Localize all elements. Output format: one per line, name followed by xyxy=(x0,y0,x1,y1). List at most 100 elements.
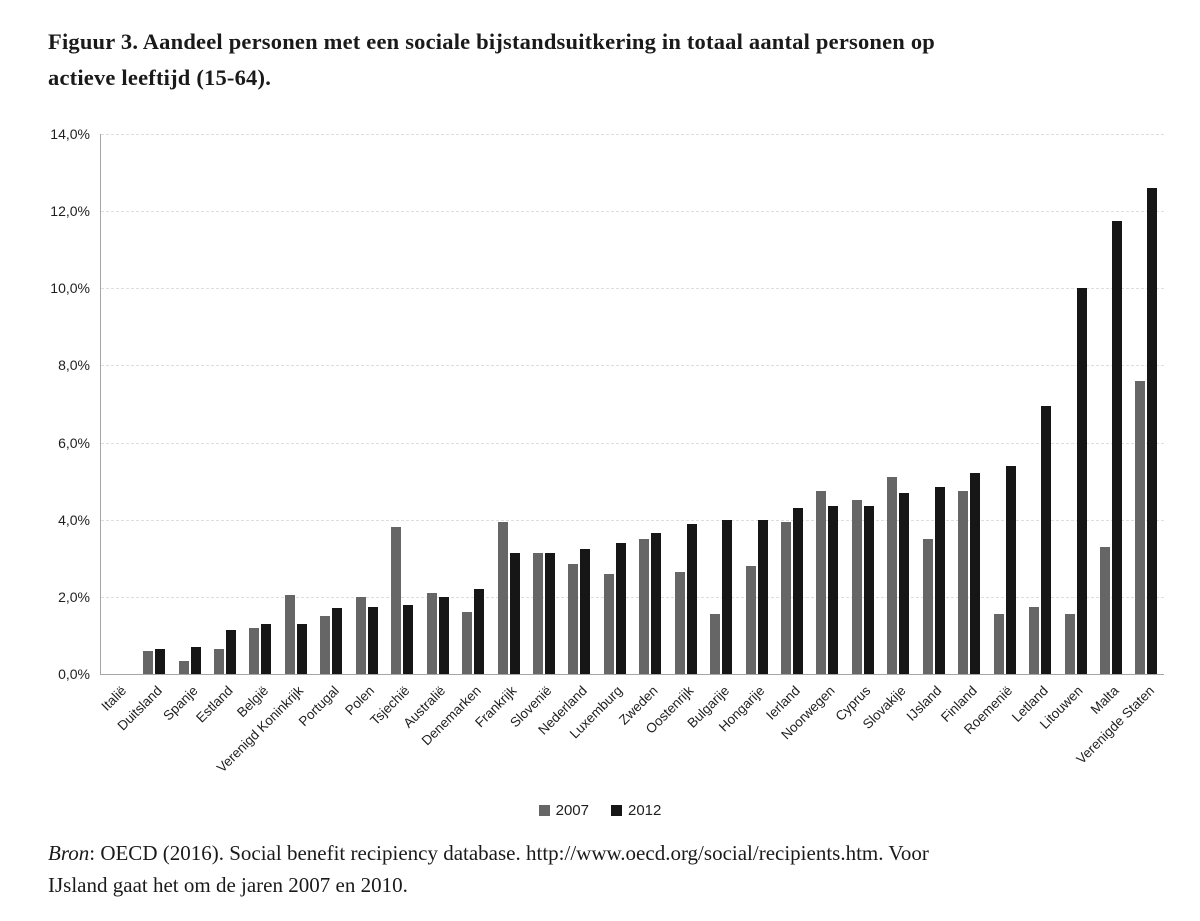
bar-group-6: Verenigd Koninkrijk xyxy=(214,134,313,775)
bar-2007 xyxy=(781,521,792,674)
legend-swatch-icon xyxy=(538,805,550,816)
bar-2012 xyxy=(509,552,520,674)
bar-2012 xyxy=(155,648,166,674)
bar-2007 xyxy=(532,552,543,674)
bar-2012 xyxy=(722,519,733,674)
bar-group-11: Denemarken xyxy=(418,134,490,748)
bar-2007 xyxy=(143,650,154,674)
figure-title: Figuur 3. Aandeel personen met een socia… xyxy=(48,24,1183,96)
bar-2012 xyxy=(544,552,555,674)
bar-group-10: Australië xyxy=(401,134,455,731)
bar-2007 xyxy=(284,594,295,674)
bar-group-16: Zweden xyxy=(616,134,668,728)
bar-2012 xyxy=(899,492,910,674)
legend: 2007 2012 xyxy=(0,802,1200,819)
bar-2007 xyxy=(1135,380,1146,674)
bar-2007 xyxy=(993,614,1004,674)
bar-2007 xyxy=(922,539,933,674)
x-axis-category-label: Spanje xyxy=(159,683,201,724)
bar-group-14: Nederland xyxy=(535,134,597,738)
bar-2012 xyxy=(226,629,237,674)
figure-title-line1: Figuur 3. Aandeel personen met een socia… xyxy=(48,29,936,54)
bar-group-28: Litouwen xyxy=(1037,134,1093,732)
source-bron-label: Bron xyxy=(48,841,90,865)
bar-2007 xyxy=(1064,614,1075,674)
bar-2012 xyxy=(615,542,626,674)
bar-group-2: Duitsland xyxy=(114,134,171,733)
bar-2007 xyxy=(178,660,189,674)
bar-2012 xyxy=(296,623,307,674)
bar-group-9: Tsjechië xyxy=(368,134,420,728)
bar-2007 xyxy=(391,527,402,674)
bar-group-26: Roemenië xyxy=(961,134,1022,737)
bar-2012 xyxy=(1041,405,1052,674)
bar-group-4: Estland xyxy=(193,134,242,725)
legend-item-2007: 2007 xyxy=(538,802,589,819)
bar-2012 xyxy=(1111,220,1122,674)
bar-2007 xyxy=(1029,606,1040,674)
bar-group-17: Oostenrijk xyxy=(643,134,703,737)
figure-title-line2: actieve leeftijd (15-64). xyxy=(48,65,272,90)
bar-2007 xyxy=(426,593,437,674)
bar-group-15: Luxemburg xyxy=(567,134,632,741)
x-axis-category-label: Italië xyxy=(98,683,130,714)
bar-2007 xyxy=(355,596,366,674)
bar-group-27: Letland xyxy=(1009,134,1057,725)
bar-group-12: Frankrijk xyxy=(472,134,526,730)
y-axis-tick-label: 0,0% xyxy=(58,666,90,682)
bar-group-3: Spanje xyxy=(160,134,207,723)
bar-2007 xyxy=(639,539,650,674)
bar-2012 xyxy=(686,523,697,674)
legend-label: 2012 xyxy=(628,802,662,819)
bar-group-22: Cyprus xyxy=(833,134,880,724)
bar-group-20: Ierland xyxy=(763,134,809,723)
bar-2007 xyxy=(568,564,579,674)
bar-group-30: Verenigde Staten xyxy=(1073,134,1164,767)
bar-group-23: Slovakije xyxy=(860,134,916,732)
source-note: Bron: OECD (2016). Social benefit recipi… xyxy=(48,838,1173,901)
bar-group-18: Bulgarije xyxy=(684,134,738,731)
bar-2012 xyxy=(1147,188,1158,674)
bar-2007 xyxy=(674,571,685,674)
bar-2012 xyxy=(332,608,343,674)
bar-2012 xyxy=(190,647,201,674)
bar-group-8: Polen xyxy=(342,134,384,718)
y-axis-tick-label: 4,0% xyxy=(58,511,90,528)
bar-2012 xyxy=(1005,465,1016,674)
bar-2007 xyxy=(1099,546,1110,674)
plot-area: Italië Duitsland Spanje Estland België Vereni… xyxy=(99,134,1164,775)
legend-swatch-icon xyxy=(611,805,622,816)
bar-2007 xyxy=(710,614,721,674)
y-axis-tick-label: 10,0% xyxy=(50,280,90,297)
y-axis-tick-label: 14,0% xyxy=(50,126,90,142)
bar-2012 xyxy=(934,486,945,674)
bar-2012 xyxy=(651,533,662,674)
bar-group-1: Italië xyxy=(99,134,136,714)
bar-group-29: Malta xyxy=(1088,134,1128,717)
bar-2012 xyxy=(367,606,378,674)
legend-label: 2007 xyxy=(555,802,589,819)
y-axis-tick-label: 8,0% xyxy=(58,357,90,374)
bar-2012 xyxy=(863,506,874,674)
y-axis-tick-label: 2,0% xyxy=(58,588,90,605)
bar-2012 xyxy=(403,604,414,674)
bar-2007 xyxy=(958,490,969,674)
bar-2007 xyxy=(214,648,225,674)
bar-2012 xyxy=(474,589,485,674)
x-axis-category-label: IJsland xyxy=(903,683,945,724)
source-line2: IJsland gaat het om de jaren 2007 en 201… xyxy=(48,872,408,897)
bar-2012 xyxy=(1076,288,1087,674)
bar-2007 xyxy=(462,612,473,674)
bar-group-7: Portugal xyxy=(296,134,349,729)
bar-2007 xyxy=(816,490,827,674)
bar-group-5: België xyxy=(234,134,278,720)
y-axis: 0,0% 2,0% 4,0% 6,0% 8,0% 10,0% 12,0% 14,0% xyxy=(0,126,90,682)
bar-2007 xyxy=(745,566,756,674)
bar-2012 xyxy=(970,473,981,674)
source-line1: : OECD (2016). Social benefit recipiency… xyxy=(89,841,929,865)
y-axis-tick-label: 12,0% xyxy=(50,203,90,220)
bar-2007 xyxy=(320,616,331,674)
x-axis-category-label: Estland xyxy=(193,683,236,726)
y-axis-tick-label: 6,0% xyxy=(58,434,90,451)
bar-2012 xyxy=(438,596,449,674)
